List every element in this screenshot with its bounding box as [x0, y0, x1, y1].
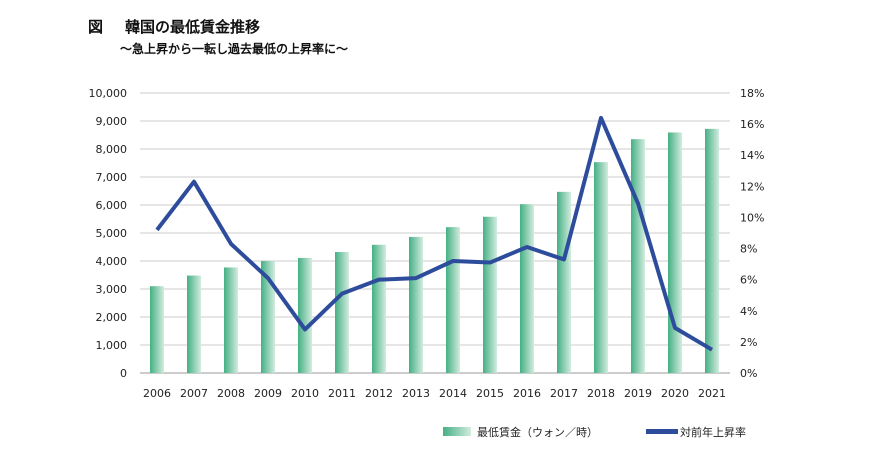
x-tick-label: 2011	[328, 387, 356, 400]
right-tick-label: 6%	[740, 274, 757, 287]
bar-2008	[224, 267, 238, 373]
x-tick-label: 2020	[661, 387, 689, 400]
bar-2006	[150, 286, 164, 373]
left-tick-label: 2,000	[96, 311, 128, 324]
growth-rate-line	[155, 115, 714, 352]
bar-2010	[298, 257, 312, 373]
right-tick-label: 14%	[740, 149, 764, 162]
x-tick-label: 2008	[217, 387, 245, 400]
legend-line-label: 対前年上昇率	[680, 425, 746, 439]
x-tick-label: 2016	[513, 387, 541, 400]
legend: 最低賃金（ウォン／時） 対前年上昇率	[443, 425, 746, 439]
bar-2021	[705, 128, 719, 373]
x-tick-label: 2009	[254, 387, 282, 400]
bar-2012	[372, 244, 386, 373]
left-tick-label: 3,000	[96, 283, 128, 296]
bar-2014	[446, 227, 460, 373]
bar-2017	[557, 191, 571, 373]
left-tick-label: 6,000	[96, 199, 128, 212]
legend-bar-swatch	[443, 427, 471, 436]
left-tick-label: 0	[120, 367, 127, 380]
x-tick-label: 2012	[365, 387, 393, 400]
left-tick-label: 1,000	[96, 339, 128, 352]
left-tick-label: 8,000	[96, 143, 128, 156]
bar-2018	[594, 162, 608, 373]
title-text: 韓国の最低賃金推移	[125, 18, 261, 36]
right-tick-label: 16%	[740, 118, 764, 131]
bar-2015	[483, 216, 497, 373]
left-tick-label: 10,000	[89, 87, 128, 100]
bar-2009	[261, 261, 275, 373]
right-tick-label: 4%	[740, 305, 757, 318]
bar-2020	[668, 132, 682, 373]
bar-2019	[631, 139, 645, 373]
x-tick-label: 2007	[180, 387, 208, 400]
bar-2013	[409, 236, 423, 373]
bar-2011	[335, 252, 349, 373]
right-tick-label: 0%	[740, 367, 757, 380]
left-tick-label: 4,000	[96, 255, 128, 268]
right-tick-label: 12%	[740, 180, 764, 193]
x-tick-label: 2019	[624, 387, 652, 400]
right-tick-label: 8%	[740, 243, 757, 256]
x-tick-label: 2017	[550, 387, 578, 400]
right-tick-label: 2%	[740, 336, 757, 349]
legend-bar-label: 最低賃金（ウォン／時）	[477, 425, 598, 439]
chart-subtitle: ～急上昇から一転し過去最低の上昇率に～	[120, 42, 349, 56]
bar-2007	[187, 275, 201, 373]
right-tick-label: 10%	[740, 211, 764, 224]
right-tick-label: 18%	[740, 87, 764, 100]
x-tick-label: 2010	[291, 387, 319, 400]
chart-title: 図 韓国の最低賃金推移	[88, 16, 260, 37]
left-tick-label: 9,000	[96, 115, 128, 128]
x-tick-label: 2014	[439, 387, 467, 400]
x-tick-label: 2006	[143, 387, 171, 400]
left-tick-label: 5,000	[96, 227, 128, 240]
left-tick-label: 7,000	[96, 171, 128, 184]
x-tick-label: 2018	[587, 387, 615, 400]
x-tick-label: 2015	[476, 387, 504, 400]
x-tick-label: 2013	[402, 387, 430, 400]
bar-2016	[520, 204, 534, 373]
legend-line-swatch	[646, 429, 678, 434]
figure-label: 図	[88, 18, 104, 36]
x-tick-label: 2021	[698, 387, 726, 400]
